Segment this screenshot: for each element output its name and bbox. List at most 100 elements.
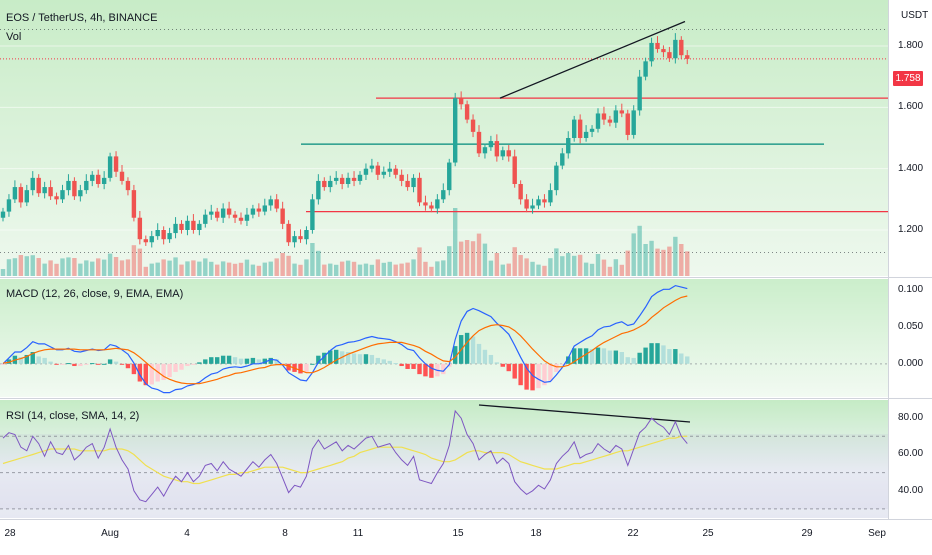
volume-bar [417,247,422,276]
volume-bar [0,269,6,276]
candle-body [500,150,505,157]
volume-bar [66,257,71,276]
volume-bar [518,255,523,276]
candle-body [78,190,83,197]
volume-bar [500,264,505,276]
macd-signal-line [2,295,688,385]
candle-body [113,156,119,172]
macd-histogram-bar [274,359,279,364]
candle-body [512,156,517,184]
macd-histogram-bar [54,363,59,365]
volume-bar [107,253,113,276]
volume-bar [548,258,553,276]
macd-histogram-bar [179,363,184,370]
candle-body [476,131,482,154]
candle-body [304,230,309,240]
macd-line [2,284,688,394]
volume-bar [643,244,648,276]
volume-bar [167,260,172,276]
volume-bar [512,247,517,276]
candle-body [405,180,410,188]
time-axis-label: 28 [4,528,16,539]
time-axis-label: 11 [352,528,364,539]
candle-body [328,180,333,188]
volume-bar [560,256,565,276]
macd-histogram-bar [363,354,369,364]
volume-indicator-label[interactable]: Vol [6,31,22,43]
volume-bar [441,260,446,276]
volume-bar [613,259,619,276]
candle-body [30,177,35,191]
candle-body [518,184,523,200]
candle-body [548,190,553,203]
macd-histogram-bar [197,362,202,364]
candle-body [107,156,113,178]
candle-body [399,174,404,181]
candle-body [96,174,101,184]
macd-histogram-bar [536,363,541,389]
candle-body [530,205,535,209]
volume-bar [476,233,482,276]
candle-body [679,39,684,56]
macd-indicator-label[interactable]: MACD (12, 26, close, 9, EMA, EMA) [6,288,184,300]
macd-histogram-bar [667,349,672,364]
macd-histogram-bar [286,363,291,371]
macd-histogram-bar [119,363,125,365]
volume-bar [42,263,47,276]
time-axis-label: 22 [627,528,639,539]
candle-body [417,177,422,203]
macd-histogram-bar [238,358,244,364]
candle-body [619,110,624,114]
volume-bar [179,264,184,276]
candle-body [310,199,315,230]
macd-histogram-bar [42,357,47,364]
macd-histogram-bar [429,363,434,378]
candle-body [6,199,12,212]
candle-body [274,199,279,209]
macd-histogram-bar [131,363,137,375]
volume-bar [435,261,440,276]
volume-bar [238,262,244,276]
macd-histogram-bar [494,362,500,364]
macd-histogram-bar [524,363,529,390]
symbol-title[interactable]: EOS / TetherUS, 4h, BINANCE [6,12,158,24]
volume-bar [667,246,672,276]
candle-body [167,233,172,240]
volume-bar [619,264,624,276]
macd-histogram-bar [60,363,65,365]
macd-histogram-bar [48,361,53,364]
candle-body [42,187,47,194]
candle-body [542,199,547,203]
macd-histogram-bar [589,349,595,364]
macd-histogram-bar [173,363,178,372]
volume-bar [274,258,279,276]
macd-histogram-bar [572,348,577,364]
candle-body [256,208,262,212]
volume-bar [357,264,363,276]
volume-bar [524,258,529,276]
volume-bar [220,261,226,276]
volume-bar [458,241,464,276]
macd-histogram-bar [143,363,148,386]
candle-body [423,202,428,206]
rsi-indicator-label[interactable]: RSI (14, close, SMA, 14, 2) [6,410,140,422]
volume-bar [655,248,660,276]
candle-body [173,223,178,234]
candle-body [18,187,24,203]
macd-histogram-bar [203,359,208,364]
volume-bar [191,260,196,276]
price-tick-label: 1.200 [898,224,924,235]
volume-bar [72,258,77,276]
volume-bar [494,253,500,276]
volume-bar [280,253,285,276]
candle-body [286,223,291,243]
volume-bar [464,240,470,276]
volume-bar [482,243,488,276]
candle-body [84,180,89,191]
macd-histogram-bar [191,363,196,365]
candle-body [280,208,285,224]
macd-histogram-bar [548,363,553,381]
macd-histogram-bar [18,357,24,364]
